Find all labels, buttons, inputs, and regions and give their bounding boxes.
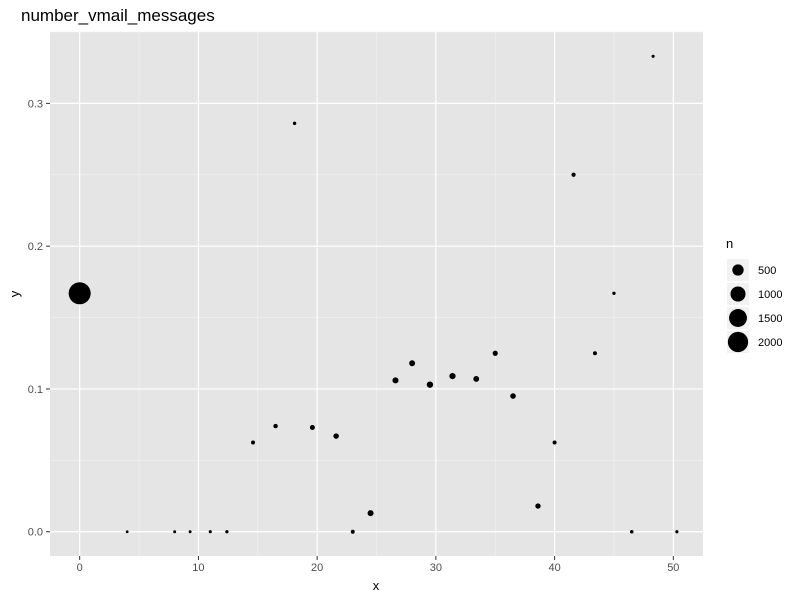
- data-point: [188, 530, 192, 534]
- legend-key-point: [729, 309, 747, 327]
- chart-title: number_vmail_messages: [21, 6, 215, 25]
- data-point: [68, 282, 91, 305]
- data-point: [309, 425, 315, 430]
- legend-label: 1500: [758, 313, 782, 325]
- x-axis-title: x: [373, 578, 380, 593]
- data-point: [592, 351, 597, 356]
- legend-keys: 500 1000 1500 2000: [727, 259, 782, 353]
- x-tick-label: 50: [667, 562, 679, 574]
- data-point: [552, 440, 557, 445]
- x-tick-label: 30: [430, 562, 442, 574]
- y-tick-label: 0.3: [28, 98, 43, 110]
- x-tick-label: 20: [311, 562, 323, 574]
- points-layer: [68, 54, 679, 534]
- axes-layer: 0 10 20 30 40 50 0.0 0.1 0.2 0.3: [28, 98, 680, 574]
- x-tick-label: 10: [192, 562, 204, 574]
- data-point: [629, 529, 634, 534]
- data-point: [173, 530, 177, 534]
- x-tick-label: 40: [548, 562, 560, 574]
- data-point: [333, 433, 339, 439]
- legend-label: 1000: [758, 289, 782, 301]
- data-point: [367, 510, 374, 517]
- size-legend: n 500 1000 1500 2000: [726, 236, 782, 353]
- y-tick-label: 0.0: [28, 527, 43, 539]
- data-point: [350, 529, 355, 534]
- grid-minor: [50, 31, 703, 556]
- legend-title: n: [726, 236, 733, 251]
- y-axis-title: y: [7, 290, 22, 297]
- data-point: [473, 376, 480, 382]
- data-point: [208, 530, 212, 534]
- data-point: [392, 377, 399, 384]
- data-point: [675, 530, 679, 534]
- data-point: [426, 381, 434, 388]
- data-point: [292, 121, 297, 126]
- x-tick-label: 0: [77, 562, 83, 574]
- legend-label: 500: [758, 265, 776, 277]
- data-point: [651, 54, 655, 58]
- data-point: [125, 530, 129, 534]
- y-tick-label: 0.1: [28, 384, 43, 396]
- data-point: [225, 530, 229, 534]
- data-point: [251, 440, 256, 445]
- y-tick-label: 0.2: [28, 241, 43, 253]
- data-point: [409, 360, 416, 367]
- legend-key-point: [732, 264, 744, 276]
- legend-key-point: [730, 286, 746, 302]
- data-point: [535, 503, 541, 509]
- data-point: [510, 393, 516, 399]
- data-point: [273, 423, 278, 429]
- legend-key-point: [727, 331, 749, 353]
- data-point: [492, 350, 498, 356]
- legend-label: 2000: [758, 337, 782, 349]
- data-point: [449, 372, 456, 380]
- data-point: [612, 291, 616, 295]
- data-point: [571, 172, 576, 177]
